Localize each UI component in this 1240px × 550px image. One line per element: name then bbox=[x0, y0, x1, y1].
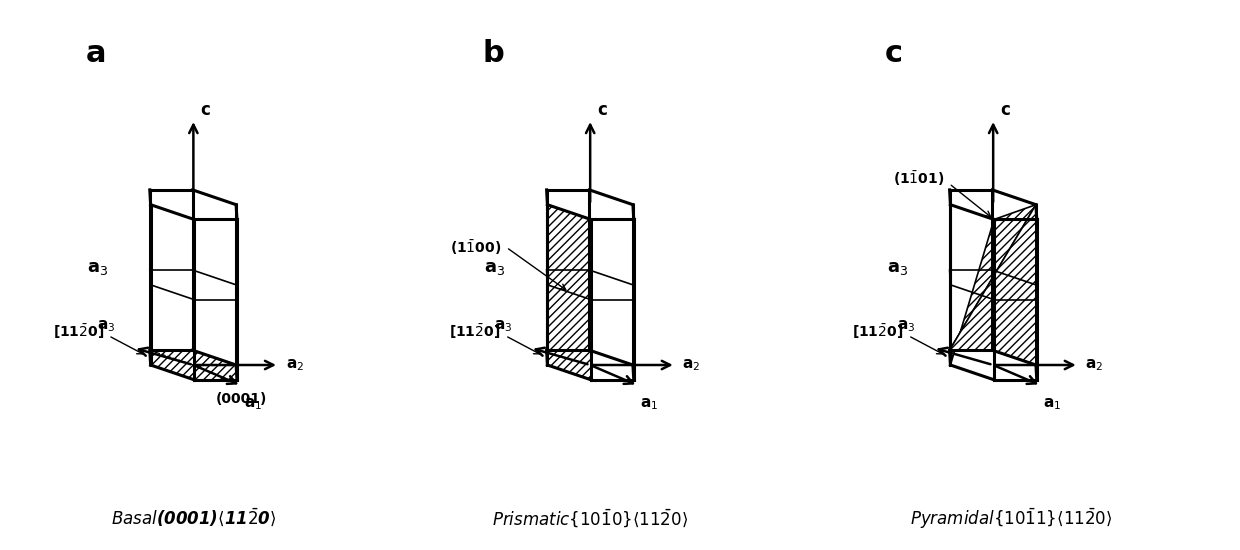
Text: a$_3$: a$_3$ bbox=[484, 260, 505, 277]
Text: a$_3$: a$_3$ bbox=[494, 318, 512, 334]
Text: (1$\bar{1}$00): (1$\bar{1}$00) bbox=[450, 238, 502, 257]
Polygon shape bbox=[950, 205, 1035, 365]
Text: (0001): (0001) bbox=[216, 392, 268, 406]
Text: a: a bbox=[86, 39, 105, 68]
Text: c: c bbox=[200, 101, 210, 119]
Text: a$_1$: a$_1$ bbox=[243, 397, 262, 412]
Text: $\mathit{Pyramidal}\{10\bar{1}1\}\langle11\bar{2}0\rangle$: $\mathit{Pyramidal}\{10\bar{1}1\}\langle… bbox=[910, 507, 1112, 531]
Text: b: b bbox=[482, 39, 503, 68]
Text: a$_2$: a$_2$ bbox=[1085, 357, 1104, 373]
Text: a$_3$: a$_3$ bbox=[97, 318, 115, 334]
Polygon shape bbox=[950, 205, 1035, 365]
Polygon shape bbox=[547, 205, 591, 380]
Text: a$_2$: a$_2$ bbox=[682, 357, 701, 373]
Text: c: c bbox=[596, 101, 606, 119]
Text: c: c bbox=[885, 39, 903, 68]
Text: [11$\bar{2}$0]: [11$\bar{2}$0] bbox=[449, 322, 501, 340]
Text: a$_1$: a$_1$ bbox=[640, 397, 658, 412]
Polygon shape bbox=[150, 350, 237, 380]
Text: [11$\bar{2}$0]: [11$\bar{2}$0] bbox=[52, 322, 104, 340]
Text: $\mathit{Prismatic}\{10\bar{1}0\}\langle11\bar{2}0\rangle$: $\mathit{Prismatic}\{10\bar{1}0\}\langle… bbox=[492, 507, 688, 529]
Text: $\mathit{Basal}$(0001)$\langle$11$\bar{2}$0$\rangle$: $\mathit{Basal}$(0001)$\langle$11$\bar{2… bbox=[110, 507, 277, 529]
Text: (1$\bar{1}$01): (1$\bar{1}$01) bbox=[893, 169, 945, 189]
Text: c: c bbox=[999, 101, 1009, 119]
Text: a$_1$: a$_1$ bbox=[1043, 397, 1061, 412]
Text: a$_2$: a$_2$ bbox=[285, 357, 304, 373]
Text: [11$\bar{2}$0]: [11$\bar{2}$0] bbox=[852, 322, 904, 340]
Text: a$_3$: a$_3$ bbox=[897, 318, 915, 334]
Text: a$_3$: a$_3$ bbox=[887, 260, 908, 277]
Text: a$_3$: a$_3$ bbox=[87, 260, 108, 277]
